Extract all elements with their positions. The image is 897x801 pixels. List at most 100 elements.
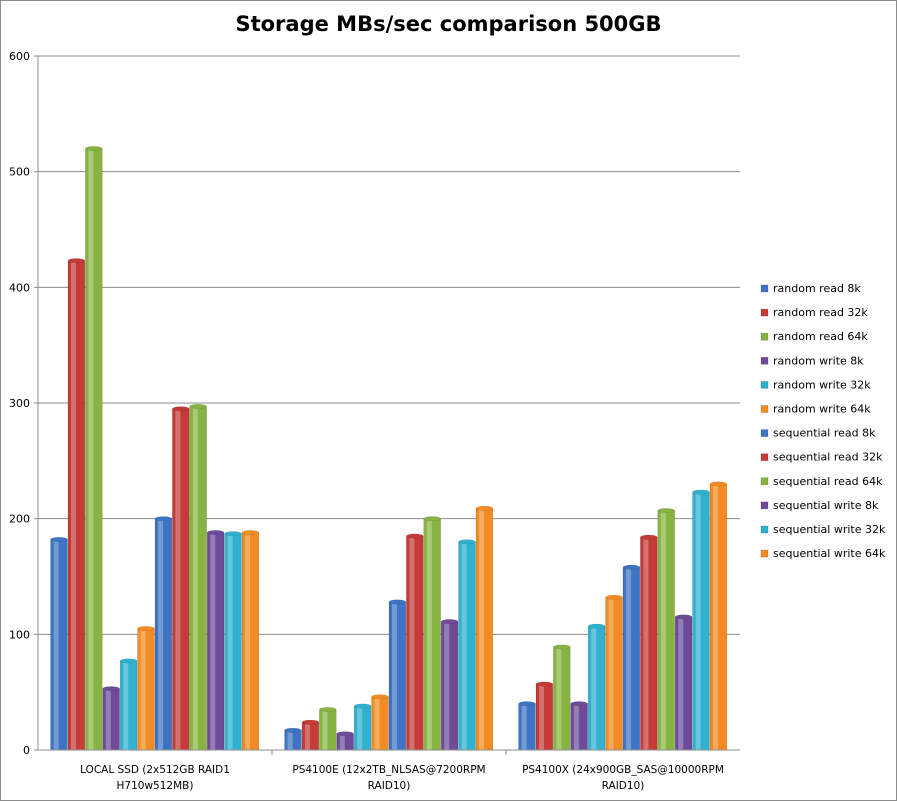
bar-cap (587, 623, 606, 629)
bar-cap (102, 686, 120, 692)
bar-highlight (695, 493, 701, 750)
x-tick-label: PS4100E (12x2TB_NLSAS@7200RPM (292, 764, 485, 776)
bar (657, 510, 675, 751)
bar (85, 148, 103, 751)
bar-cap (570, 701, 588, 707)
bar-cap (172, 406, 190, 412)
x-tick-label: LOCAL SSD (2x512GB RAID1 (80, 764, 230, 776)
legend-label: sequential write 8k (773, 499, 879, 512)
bar-cap (622, 564, 640, 570)
bar (640, 536, 658, 751)
bar (674, 616, 693, 751)
bar-highlight (227, 534, 233, 750)
y-tick-label: 600 (9, 50, 30, 63)
legend-label: random write 32k (773, 378, 871, 391)
y-tick-label: 400 (9, 281, 30, 294)
legend-swatch (760, 381, 769, 389)
bar-highlight (175, 409, 181, 750)
bar-cap (50, 537, 68, 542)
bar-highlight (409, 537, 415, 750)
bar-cap (154, 516, 172, 522)
bar-highlight (713, 484, 719, 750)
bar-highlight (660, 511, 666, 750)
legend-label: random read 32k (773, 306, 868, 319)
bar (224, 533, 242, 751)
bar-cap (441, 619, 459, 625)
bar-highlight (608, 598, 614, 750)
bar (406, 535, 424, 751)
bar (587, 625, 606, 751)
bar-highlight (123, 661, 129, 750)
bar-highlight (158, 519, 164, 750)
bar (206, 532, 225, 751)
bar-highlight (287, 731, 293, 750)
bar (458, 541, 476, 751)
bar-cap (354, 703, 372, 709)
bar (605, 597, 623, 751)
bar-highlight (678, 617, 684, 750)
bar (137, 628, 155, 751)
legend-label: sequential read 64k (773, 475, 883, 488)
x-tick-label: PS4100X (24x900GB_SAS@10000RPM (522, 764, 724, 776)
legend-swatch (760, 357, 769, 365)
bar-highlight (71, 261, 77, 750)
bar-highlight (461, 542, 467, 750)
bar-cap (423, 516, 441, 522)
bar-highlight (140, 629, 146, 750)
legend-label: sequential read 8k (773, 427, 876, 440)
bar (692, 491, 710, 751)
bar (319, 709, 337, 751)
bar (622, 566, 641, 751)
bar (241, 532, 260, 751)
bar-cap (475, 505, 493, 511)
legend-swatch (760, 284, 769, 293)
y-tick-label: 500 (9, 166, 30, 179)
bar-highlight (539, 685, 545, 750)
legend-label: random read 8k (773, 282, 861, 295)
bar-cap (657, 508, 675, 513)
gridlines (38, 55, 740, 635)
bar-highlight (643, 538, 649, 750)
bar (553, 646, 571, 751)
y-tick-label: 200 (9, 513, 30, 526)
bar-highlight (573, 704, 579, 750)
bar (301, 721, 320, 751)
legend-label: random read 64k (773, 330, 868, 343)
bar-cap (241, 530, 259, 535)
legend-swatch (760, 501, 769, 510)
legend-swatch (760, 429, 769, 437)
bar (709, 483, 728, 751)
bar-cap (535, 681, 553, 687)
bar-cap (207, 530, 225, 535)
bar (371, 696, 389, 751)
bar (284, 730, 302, 751)
y-axis-ticks: 0 100 200 300 400 500 600 (9, 50, 38, 757)
bar-cap (674, 614, 693, 620)
bar-highlight (105, 689, 111, 750)
bar-highlight (88, 149, 94, 751)
bar-cap (605, 594, 623, 600)
bar-cap (284, 727, 302, 733)
legend-label: sequential write 64k (773, 547, 886, 560)
bar (475, 508, 494, 751)
bar-cap (518, 701, 536, 707)
bar-highlight (479, 509, 485, 750)
legend-label: random write 8k (773, 354, 864, 367)
bar (50, 539, 68, 751)
legend-swatch (760, 332, 769, 341)
bar-cap (120, 658, 138, 664)
legend-label: sequential read 32k (773, 451, 883, 464)
bar-highlight (556, 648, 562, 750)
bar-cap (709, 481, 727, 487)
bar (388, 601, 407, 751)
bar (440, 621, 459, 751)
bar-highlight (192, 407, 198, 750)
bar-highlight (322, 710, 328, 750)
x-axis-labels: LOCAL SSD (2x512GB RAID1 H710w512MB) PS410… (80, 764, 724, 792)
bar (189, 406, 207, 751)
y-tick-label: 300 (9, 397, 30, 410)
bar (423, 518, 441, 751)
bar-highlight (210, 533, 216, 750)
bar-highlight (444, 622, 450, 750)
